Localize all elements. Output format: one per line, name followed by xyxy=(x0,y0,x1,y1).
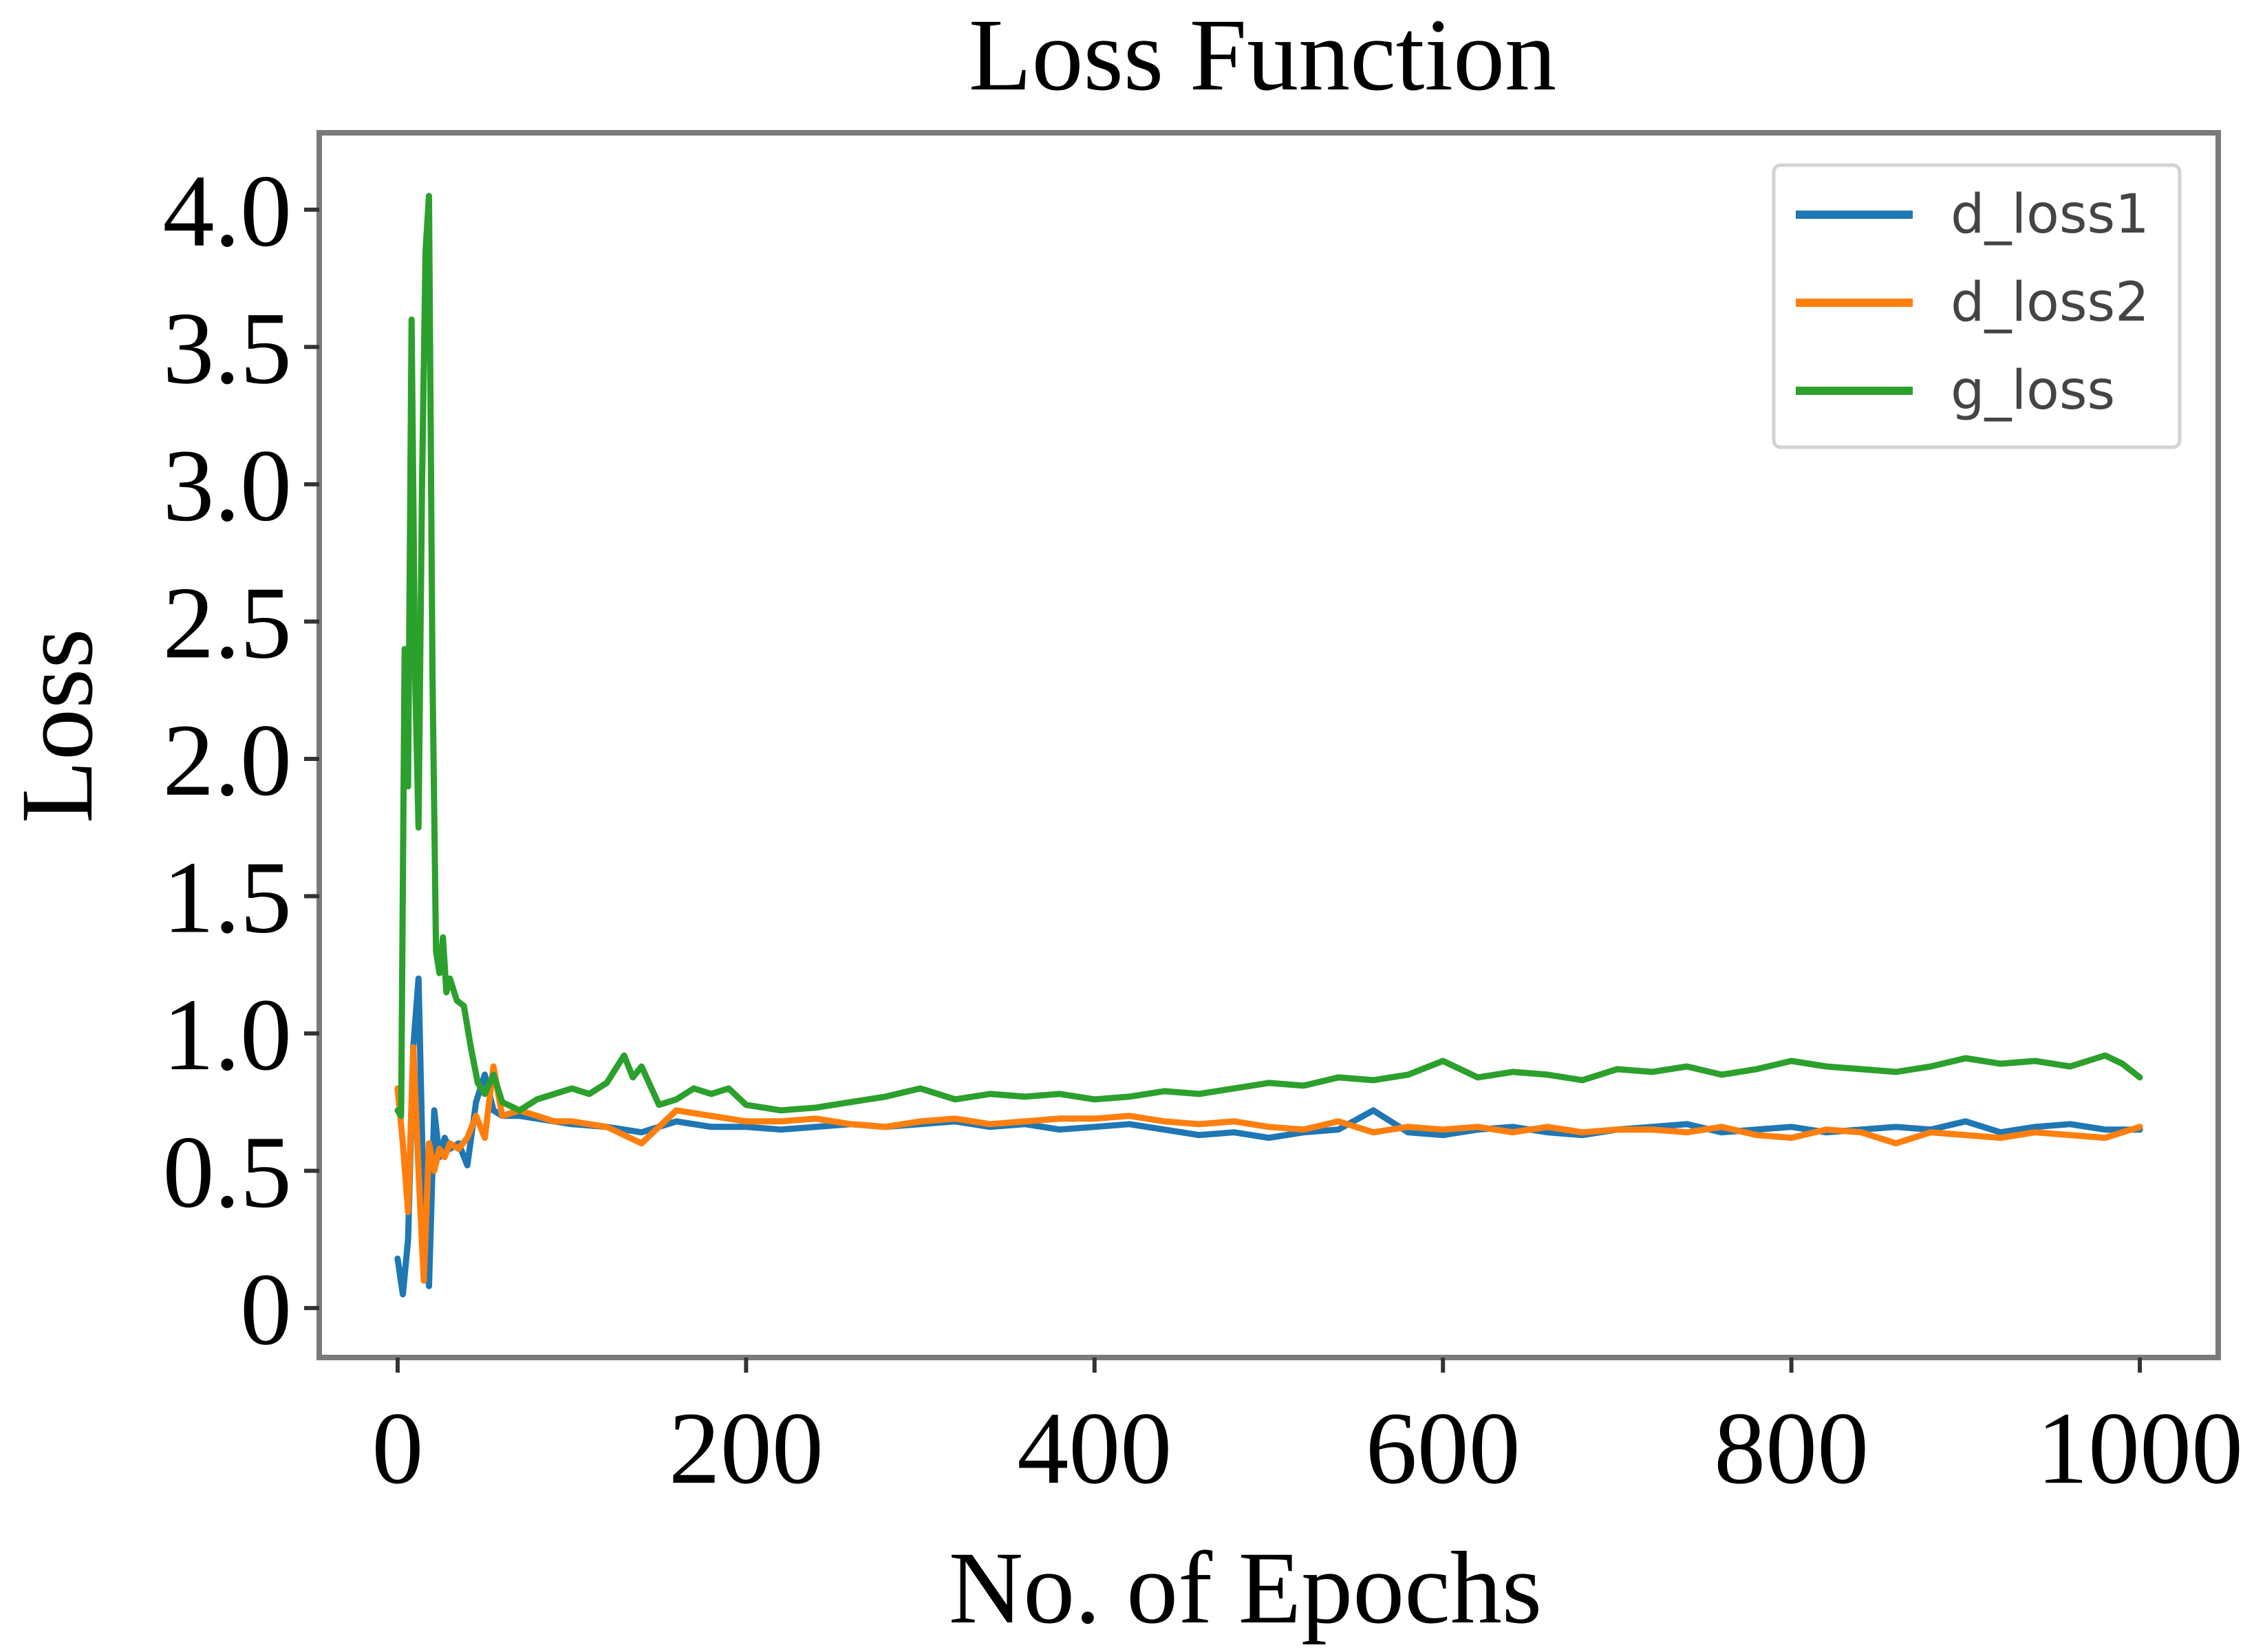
x-tick-label: 200 xyxy=(669,1391,824,1505)
x-tick-label: 400 xyxy=(1017,1391,1172,1505)
y-tick-label: 3.5 xyxy=(163,291,292,405)
x-tick-label: 800 xyxy=(1714,1391,1869,1505)
y-tick-label: 1.0 xyxy=(163,978,292,1092)
y-axis-ticks: 0 0.5 1.0 1.5 2.0 2.5 3.0 3.5 4.0 xyxy=(163,154,319,1366)
chart-title: Loss Function xyxy=(969,0,1556,112)
y-tick-label: 0.5 xyxy=(163,1115,292,1230)
y-tick-label: 2.5 xyxy=(163,566,292,680)
legend-label-d-loss2: d_loss2 xyxy=(1951,272,2149,334)
y-tick-label: 0 xyxy=(240,1252,292,1366)
x-tick-label: 0 xyxy=(372,1391,423,1505)
y-tick-label: 1.5 xyxy=(163,841,292,955)
y-tick-label: 3.0 xyxy=(163,429,292,543)
x-axis-ticks: 0 200 400 600 800 1000 xyxy=(372,1358,2243,1505)
legend-box xyxy=(1772,163,2182,449)
legend: d_loss1 d_loss2 g_loss xyxy=(1772,163,2182,449)
x-tick-label: 1000 xyxy=(2037,1391,2243,1505)
x-tick-label: 600 xyxy=(1366,1391,1521,1505)
series-group xyxy=(394,193,2143,1298)
legend-label-g-loss: g_loss xyxy=(1951,360,2115,422)
y-tick-label: 2.0 xyxy=(163,703,292,817)
series-line-d-loss2 xyxy=(394,1044,2143,1284)
legend-label-d-loss1: d_loss1 xyxy=(1951,184,2149,246)
series-line-g-loss xyxy=(394,193,2143,1119)
y-tick-label: 4.0 xyxy=(163,154,292,268)
x-axis-label: No. of Epochs xyxy=(949,1531,1542,1645)
y-axis-label: Loss xyxy=(0,628,114,823)
